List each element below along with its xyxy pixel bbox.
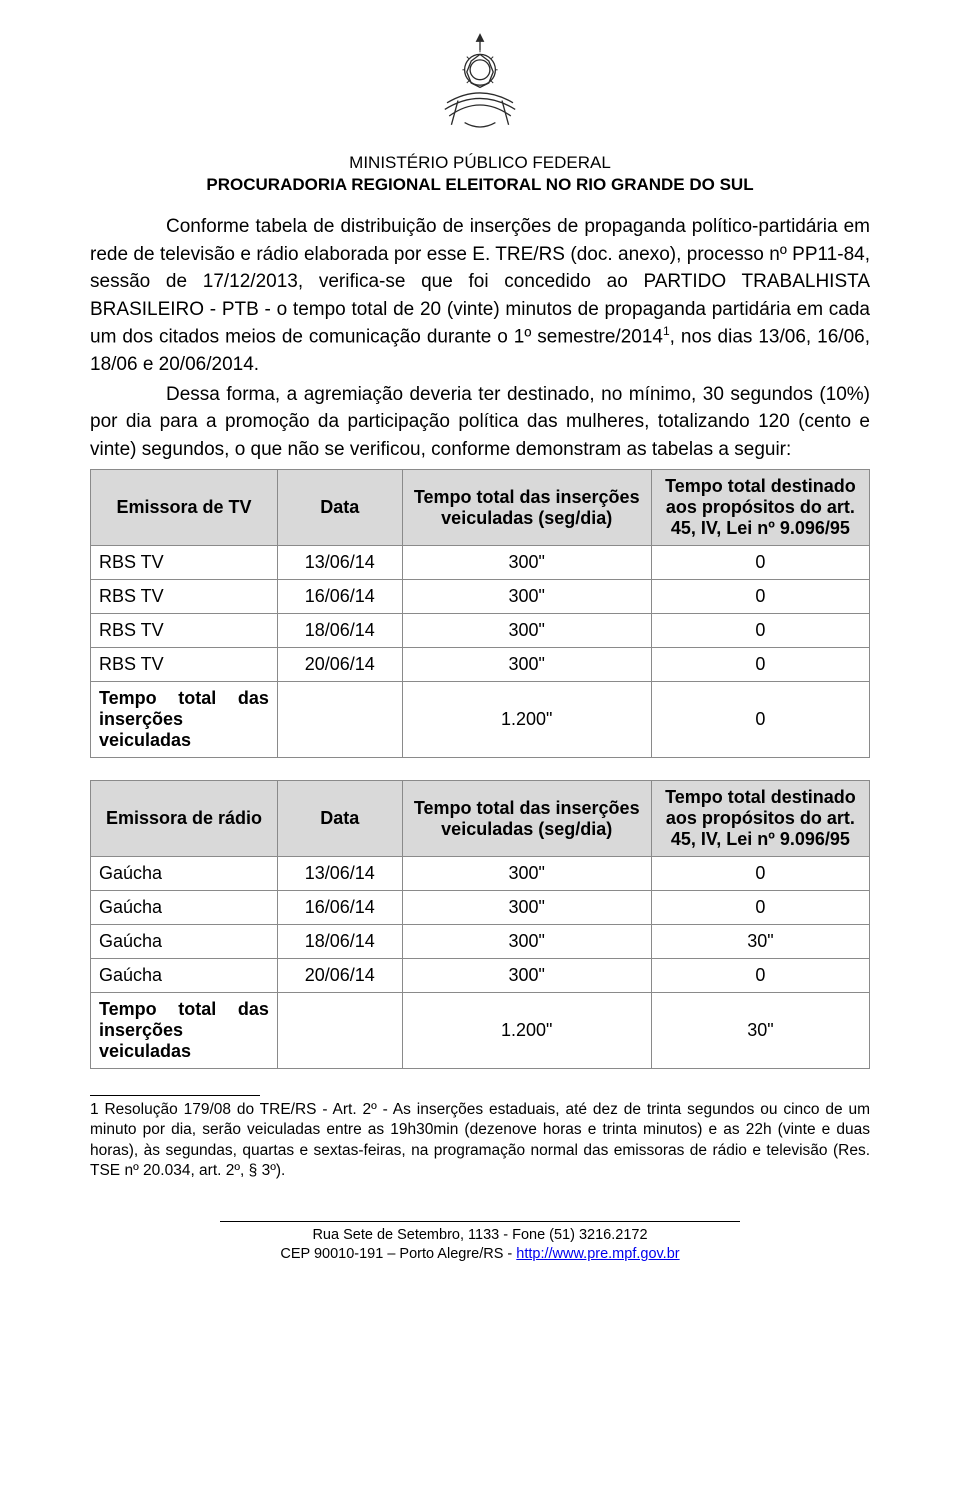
table-row: RBS TV 13/06/14 300" 0	[91, 546, 870, 580]
total-line2: inserções veiculadas	[99, 709, 269, 751]
cell-date: 18/06/14	[277, 925, 402, 959]
cell-insertions: 300"	[402, 580, 651, 614]
document-header: MINISTÉRIO PÚBLICO FEDERAL PROCURADORIA …	[90, 28, 870, 195]
cell-destined: 0	[651, 546, 869, 580]
cell-insertions: 300"	[402, 925, 651, 959]
footnote-ref-1: 1	[663, 324, 670, 338]
total-b: total	[178, 688, 216, 709]
table-total-row: Tempo total das inserções veiculadas 1.2…	[91, 682, 870, 758]
cell-total-label: Tempo total das inserções veiculadas	[91, 993, 278, 1069]
cell-total-insertions: 1.200"	[402, 682, 651, 758]
page-footer: Rua Sete de Setembro, 1133 - Fone (51) 3…	[90, 1226, 870, 1265]
cell-destined: 0	[651, 614, 869, 648]
coat-of-arms-icon	[425, 28, 535, 138]
table-row: RBS TV 20/06/14 300" 0	[91, 648, 870, 682]
cell-total-label: Tempo total das inserções veiculadas	[91, 682, 278, 758]
table-row: Gaúcha 13/06/14 300" 0	[91, 857, 870, 891]
cell-insertions: 300"	[402, 614, 651, 648]
th-destined: Tempo total destinado aos propósitos do …	[651, 781, 869, 857]
total-c: das	[238, 688, 269, 709]
ministry-title: MINISTÉRIO PÚBLICO FEDERAL	[90, 153, 870, 173]
th-insertions: Tempo total das inserções veiculadas (se…	[402, 470, 651, 546]
cell-total-insertions: 1.200"	[402, 993, 651, 1069]
total-a: Tempo	[99, 688, 157, 709]
th-insertions: Tempo total das inserções veiculadas (se…	[402, 781, 651, 857]
total-line2: inserções veiculadas	[99, 1020, 269, 1062]
total-a: Tempo	[99, 999, 157, 1020]
cell-insertions: 300"	[402, 546, 651, 580]
cell-destined: 30"	[651, 925, 869, 959]
cell-date: 13/06/14	[277, 857, 402, 891]
cell-date: 16/06/14	[277, 580, 402, 614]
th-broadcaster: Emissora de rádio	[91, 781, 278, 857]
cell-broadcaster: RBS TV	[91, 614, 278, 648]
th-date: Data	[277, 781, 402, 857]
footnote-text: Resolução 179/08 do TRE/RS - Art. 2º - A…	[90, 1101, 870, 1178]
cell-broadcaster: Gaúcha	[91, 959, 278, 993]
total-b: total	[178, 999, 216, 1020]
cell-date: 16/06/14	[277, 891, 402, 925]
cell-broadcaster: Gaúcha	[91, 857, 278, 891]
cell-broadcaster: RBS TV	[91, 580, 278, 614]
table-total-row: Tempo total das inserções veiculadas 1.2…	[91, 993, 870, 1069]
cell-empty	[277, 993, 402, 1069]
cell-broadcaster: Gaúcha	[91, 925, 278, 959]
cell-empty	[277, 682, 402, 758]
radio-insertions-table: Emissora de rádio Data Tempo total das i…	[90, 780, 870, 1069]
total-c: das	[238, 999, 269, 1020]
footer-line-1: Rua Sete de Setembro, 1133 - Fone (51) 3…	[90, 1226, 870, 1246]
table-header-row: Emissora de TV Data Tempo total das inse…	[91, 470, 870, 546]
tv-insertions-table: Emissora de TV Data Tempo total das inse…	[90, 469, 870, 758]
cell-broadcaster: RBS TV	[91, 546, 278, 580]
procur-title: PROCURADORIA REGIONAL ELEITORAL NO RIO G…	[90, 175, 870, 195]
footer-link[interactable]: http://www.pre.mpf.gov.br	[516, 1246, 679, 1262]
table-row: RBS TV 18/06/14 300" 0	[91, 614, 870, 648]
footnote-1: 1 Resolução 179/08 do TRE/RS - Art. 2º -…	[90, 1100, 870, 1181]
body-text: Conforme tabela de distribuição de inser…	[90, 213, 870, 463]
cell-insertions: 300"	[402, 648, 651, 682]
cell-destined: 0	[651, 648, 869, 682]
footer-line-2a: CEP 90010-191 – Porto Alegre/RS -	[280, 1246, 516, 1262]
footnote-separator	[90, 1095, 260, 1096]
th-date: Data	[277, 470, 402, 546]
footer-line-2: CEP 90010-191 – Porto Alegre/RS - http:/…	[90, 1245, 870, 1265]
cell-destined: 0	[651, 959, 869, 993]
cell-date: 20/06/14	[277, 648, 402, 682]
cell-destined: 0	[651, 891, 869, 925]
th-destined: Tempo total destinado aos propósitos do …	[651, 470, 869, 546]
cell-insertions: 300"	[402, 857, 651, 891]
cell-destined: 0	[651, 857, 869, 891]
cell-date: 13/06/14	[277, 546, 402, 580]
footnote-marker: 1	[90, 1101, 99, 1118]
cell-date: 20/06/14	[277, 959, 402, 993]
table-header-row: Emissora de rádio Data Tempo total das i…	[91, 781, 870, 857]
table-row: Gaúcha 16/06/14 300" 0	[91, 891, 870, 925]
cell-destined: 0	[651, 580, 869, 614]
footer-separator	[220, 1221, 740, 1222]
cell-broadcaster: Gaúcha	[91, 891, 278, 925]
table-row: Gaúcha 20/06/14 300" 0	[91, 959, 870, 993]
cell-insertions: 300"	[402, 959, 651, 993]
cell-insertions: 300"	[402, 891, 651, 925]
cell-total-destined: 30"	[651, 993, 869, 1069]
paragraph-2: Dessa forma, a agremiação deveria ter de…	[90, 381, 870, 464]
table-row: Gaúcha 18/06/14 300" 30"	[91, 925, 870, 959]
table-row: RBS TV 16/06/14 300" 0	[91, 580, 870, 614]
cell-broadcaster: RBS TV	[91, 648, 278, 682]
th-broadcaster: Emissora de TV	[91, 470, 278, 546]
cell-date: 18/06/14	[277, 614, 402, 648]
paragraph-1: Conforme tabela de distribuição de inser…	[90, 213, 870, 379]
cell-total-destined: 0	[651, 682, 869, 758]
